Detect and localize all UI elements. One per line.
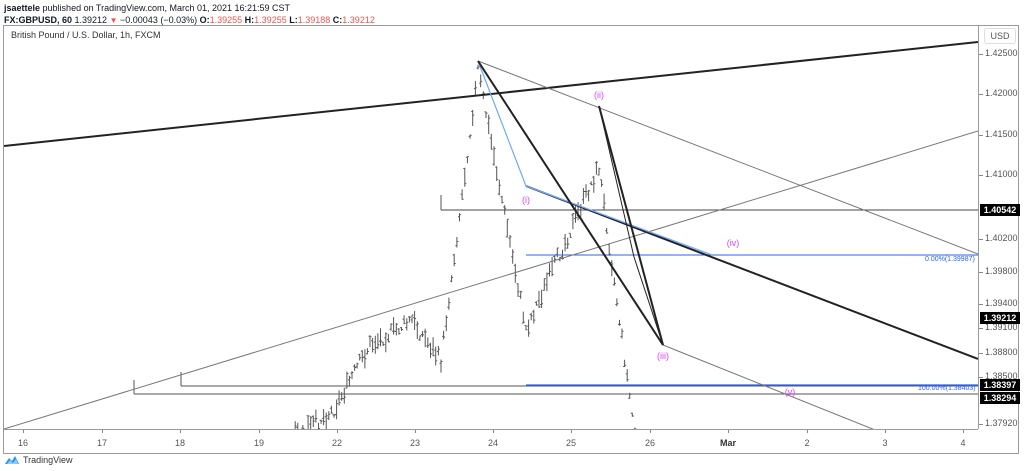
time-tick: 16 <box>17 438 29 448</box>
publish-text: published on TradingView.com, March 01, … <box>42 3 291 13</box>
currency-button[interactable]: USD <box>984 28 1016 44</box>
symbol-legend[interactable]: British Pound / U.S. Dollar, 1h, FXCM <box>11 30 161 40</box>
open-label: O: <box>199 15 210 25</box>
time-tick: 24 <box>487 438 499 448</box>
price-scale[interactable]: 1.42500 1.42000 1.41500 1.41000 1.40200 … <box>978 25 1020 429</box>
wave-label-iii[interactable]: (iii) <box>657 351 669 361</box>
chart-header: jsaettele published on TradingView.com, … <box>4 2 375 27</box>
wave-leg-1[interactable] <box>477 60 664 346</box>
chart-frame <box>3 25 1019 454</box>
symbol-label: FX:GBPUSD, 60 <box>4 15 73 25</box>
price-change: −0.00043 (−0.03%) <box>120 15 198 25</box>
price-tick: 1.39100 <box>985 322 1018 332</box>
time-tick: 26 <box>644 438 656 448</box>
price-tick: 1.38800 <box>985 347 1018 357</box>
last-price: 1.39212 <box>74 15 108 25</box>
rising-support-line[interactable] <box>4 130 978 429</box>
wave-label-ii[interactable]: (ii) <box>594 90 604 100</box>
wave-label-v[interactable]: (v) <box>784 387 796 397</box>
channel-top-line[interactable] <box>477 60 978 255</box>
price-tick: 1.42000 <box>985 88 1018 98</box>
close-value: 1.39212 <box>342 15 375 25</box>
down-arrow-icon: ▼ <box>109 16 118 25</box>
last-price-label: 1.39212 <box>980 312 1020 324</box>
high-value: 1.39255 <box>254 15 287 25</box>
tradingview-brand: TradingView <box>23 455 73 465</box>
high-label: H: <box>244 15 255 25</box>
tradingview-cloud-icon <box>5 456 19 464</box>
time-tick: 22 <box>331 438 343 448</box>
low-value: 1.39188 <box>297 15 331 25</box>
price-label-1-38397: 1.38397 <box>980 379 1020 391</box>
wave-leg-3[interactable] <box>598 105 635 258</box>
time-tick: 19 <box>253 438 265 448</box>
price-label-1-40542: 1.40542 <box>980 204 1020 216</box>
price-tick: 1.40200 <box>985 233 1018 243</box>
open-value: 1.39255 <box>209 15 243 25</box>
price-tick: 1.39400 <box>985 298 1018 308</box>
wave-label-iv[interactable]: (iv) <box>726 238 740 248</box>
price-tick: 1.39800 <box>985 266 1018 276</box>
fib-0-label: 0.00%(1.39987) <box>925 256 975 263</box>
price-label-1-38294: 1.38294 <box>980 392 1020 404</box>
wave-leg-4[interactable] <box>633 256 664 346</box>
wave-label-i[interactable]: (i) <box>522 195 530 205</box>
time-tick: 18 <box>174 438 186 448</box>
time-tick: 25 <box>565 438 577 448</box>
blue-wave-line-top <box>477 60 527 187</box>
price-chart-plot[interactable] <box>0 0 978 429</box>
close-label: C: <box>332 15 343 25</box>
blue-wave-line-mid <box>525 185 713 256</box>
price-tick: 1.42500 <box>985 48 1018 58</box>
time-scale[interactable]: 16 17 18 19 22 23 24 25 26 Mar 2 3 4 <box>3 429 978 455</box>
fib-100-label: 100.00%(1.38403) <box>918 385 976 392</box>
price-tick: 1.38500 <box>985 371 1018 381</box>
time-tick-month: Mar <box>719 438 737 448</box>
time-tick: 23 <box>409 438 421 448</box>
channel-bottom-line[interactable] <box>662 344 900 429</box>
author-name[interactable]: jsaettele <box>4 3 41 13</box>
price-tick: 1.41500 <box>985 129 1018 139</box>
low-label: L: <box>289 15 298 25</box>
time-tick: 2 <box>804 438 810 448</box>
time-tick: 3 <box>882 438 888 448</box>
ohlc-bars <box>294 64 637 429</box>
price-tick: 1.41000 <box>985 169 1018 179</box>
tradingview-logo[interactable]: TradingView <box>4 455 73 465</box>
wave-leg-2[interactable] <box>598 105 664 346</box>
time-tick: 17 <box>96 438 108 448</box>
publish-line: jsaettele published on TradingView.com, … <box>4 2 375 14</box>
price-tick: 1.37920 <box>985 418 1018 428</box>
time-tick: 4 <box>960 438 966 448</box>
ohlc-line: FX:GBPUSD, 60 1.39212 ▼ −0.00043 (−0.03%… <box>4 14 375 27</box>
wave-4-resistance-line[interactable] <box>525 185 978 360</box>
